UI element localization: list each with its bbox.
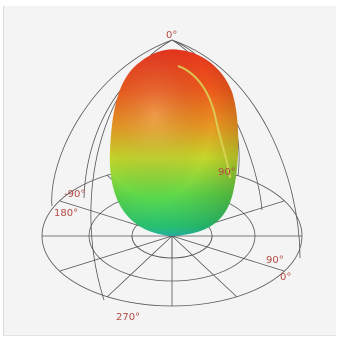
label-az-90: 90° (266, 255, 284, 266)
arc-main-left (51, 39, 173, 207)
arc-main-right (171, 39, 301, 259)
label-elev-right: 90° (218, 167, 236, 178)
label-elev-top: 0° (166, 30, 177, 41)
label-az-0: 0° (280, 272, 291, 283)
label-az-180: 180° (54, 208, 78, 219)
lobe-shading (109, 49, 239, 237)
lobe-seam (177, 65, 231, 179)
radiation-lobe (109, 49, 239, 237)
label-elev-left: -90° (64, 189, 85, 200)
axis-labels: 0° -90° 90° 180° 90° 0° 270° (54, 30, 291, 323)
label-az-270: 270° (116, 312, 140, 323)
grid-front (131, 235, 213, 259)
